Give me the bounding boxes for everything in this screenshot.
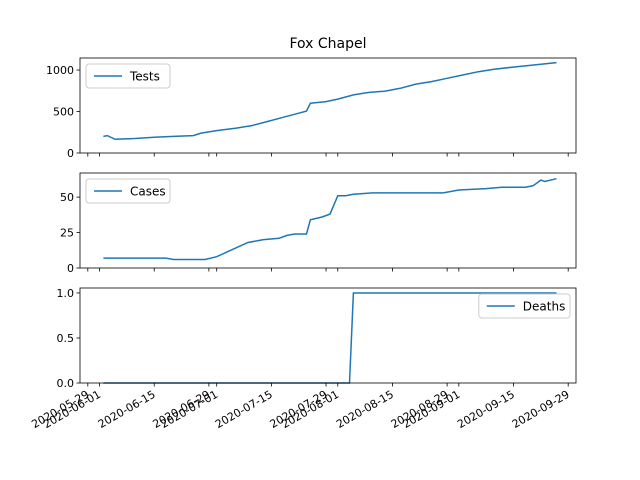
x-tick-label: 2020-07-15 xyxy=(213,388,275,431)
legend-label: Tests xyxy=(129,70,160,84)
x-tick-label: 2020-09-29 xyxy=(510,388,572,431)
legend-label: Cases xyxy=(130,185,166,199)
y-tick-label: 50 xyxy=(60,191,74,204)
y-tick-label: 0 xyxy=(67,262,74,275)
y-tick-label: 25 xyxy=(60,227,74,240)
y-tick-label: 0.5 xyxy=(57,332,75,345)
legend-box xyxy=(478,293,571,319)
chart-title: Fox Chapel xyxy=(289,36,366,52)
y-tick-label: 0 xyxy=(67,147,74,160)
plot-frame xyxy=(79,287,577,384)
plot-frame xyxy=(79,57,577,154)
plot-frame xyxy=(79,172,577,269)
data-line xyxy=(103,177,557,261)
data-line xyxy=(103,61,557,141)
x-tick-label: 2020-08-15 xyxy=(334,388,396,431)
legend-label: Deaths xyxy=(523,300,566,314)
y-tick-label: 500 xyxy=(53,106,74,119)
x-tick-label: 2020-06-15 xyxy=(96,388,158,431)
y-tick-label: 0.0 xyxy=(57,377,75,390)
y-tick-label: 1.0 xyxy=(57,287,75,300)
x-tick-label: 2020-09-15 xyxy=(455,388,517,431)
legend-box xyxy=(85,178,171,204)
legend-box xyxy=(85,63,171,89)
y-tick-label: 1000 xyxy=(46,64,74,77)
